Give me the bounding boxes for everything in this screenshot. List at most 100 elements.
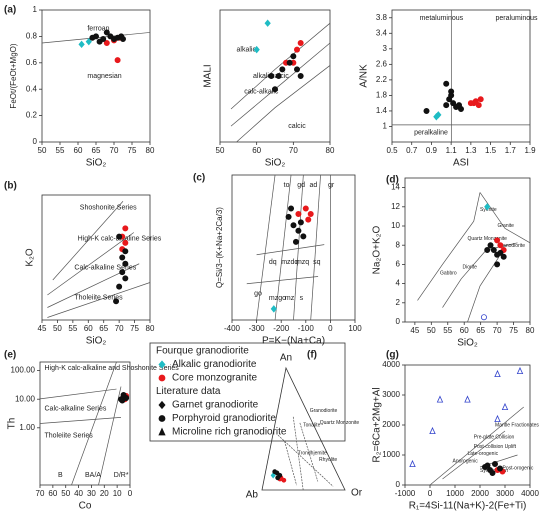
marker: [305, 216, 312, 223]
marker: [93, 33, 100, 40]
field-label: calc-alkalic: [244, 89, 279, 96]
panel-label: (c): [193, 173, 205, 184]
y-tick-label: 1: [383, 122, 388, 131]
field-boundary: [274, 174, 292, 321]
marker: [253, 45, 260, 54]
x-tick-label: 75: [128, 146, 137, 155]
panel-label: (d): [386, 175, 399, 186]
marker: [516, 366, 524, 375]
field-label: Pre-plate Collision: [474, 434, 515, 440]
legend-entry: Garnet granodiorite: [172, 400, 259, 411]
x-tick-label: 60: [74, 146, 83, 155]
marker: [423, 107, 430, 114]
y-tick-label: 2: [396, 298, 401, 307]
x-tick-label: 0.9: [426, 146, 438, 155]
x-tick-label: 1.1: [446, 146, 458, 155]
legend-box: [149, 342, 346, 442]
marker: [489, 469, 496, 476]
x-tick-label: 70: [110, 146, 119, 155]
field-boundary: [429, 406, 524, 486]
y-tick-label: 2.2: [376, 75, 388, 84]
y-tick-label: 8: [396, 240, 401, 249]
x-tick-label: 45: [38, 324, 47, 333]
marker: [302, 205, 309, 212]
marker: [484, 462, 491, 469]
marker: [279, 66, 286, 73]
marker: [443, 102, 450, 109]
field-boundary: [310, 174, 321, 321]
field-label: Tonalite: [303, 423, 320, 429]
x-tick-label: 50: [53, 324, 62, 333]
y-axis-label: MALI: [203, 64, 214, 87]
x-tick-label: 50: [38, 146, 47, 155]
x-axis-label: ASI: [453, 158, 469, 169]
vertex-label: An: [280, 353, 292, 364]
field-label: Shoshonite Series: [80, 204, 137, 211]
y-tick-label: 3000: [382, 390, 400, 399]
marker: [292, 238, 299, 245]
marker: [281, 477, 287, 483]
field-boundary: [39, 388, 117, 400]
legend-entry: Fourque granodiorite: [156, 346, 249, 357]
marker: [450, 100, 457, 107]
legend-marker: [158, 415, 166, 422]
field-label: Post-orogenic: [503, 466, 534, 472]
y-tick-label: 10.00: [15, 394, 36, 403]
field-boundary: [246, 276, 319, 285]
marker: [120, 36, 127, 43]
y-axis-label: Na₂O+K₂O: [372, 225, 383, 274]
plot-frame: [219, 9, 331, 143]
x-tick-label: 1.7: [505, 146, 517, 155]
y-tick-label: 14: [391, 183, 400, 192]
marker: [78, 40, 85, 49]
field-label: D/R*: [114, 472, 129, 479]
field-boundary: [52, 201, 124, 281]
panel-label: (b): [4, 181, 17, 192]
x-tick-label: 0: [128, 489, 133, 498]
field-label: peraluminous: [496, 15, 539, 22]
x-tick-label: 1.3: [465, 146, 477, 155]
y-tick-label: 2.6: [376, 59, 388, 68]
field-label: Granite: [498, 223, 515, 229]
x-tick-label: 65: [476, 326, 485, 335]
x-tick-label: -300: [249, 324, 266, 333]
x-axis-label: R₁=4Si-11(Na+K)-2(Fe+Ti): [409, 501, 527, 512]
field-boundary: [293, 174, 304, 321]
marker: [295, 227, 302, 234]
x-tick-label: 70: [36, 489, 45, 498]
plot-frame: [39, 361, 131, 486]
marker: [122, 275, 129, 282]
marker: [293, 46, 300, 53]
field-boundary: [98, 386, 122, 486]
field-label: go: [254, 291, 262, 298]
y-tick-label: 3.8: [376, 13, 388, 22]
marker: [496, 465, 503, 472]
x-axis-label: P=K−(Na+Ca): [262, 336, 325, 347]
field-boundary: [284, 441, 297, 486]
x-tick-label: 4000: [521, 489, 539, 498]
y-axis-label: Q=Si/3−(K+Na+2Ca/3): [215, 207, 224, 288]
marker: [85, 37, 92, 46]
y-tick-label: 6: [396, 260, 401, 269]
legend-entry: Literature data: [156, 386, 221, 397]
field-boundary: [256, 174, 276, 321]
x-tick-label: 80: [146, 146, 155, 155]
marker: [275, 73, 282, 80]
marker: [494, 261, 501, 268]
marker: [288, 205, 295, 212]
x-tick-label: 80: [146, 324, 155, 333]
marker: [307, 211, 314, 218]
x-tick-label: 70: [115, 324, 124, 333]
marker: [297, 219, 304, 226]
plot-frame: [391, 9, 531, 143]
marker: [409, 459, 416, 468]
field-boundary: [39, 417, 122, 424]
marker: [116, 283, 123, 290]
marker: [293, 66, 300, 73]
marker: [484, 246, 491, 253]
marker: [477, 96, 484, 103]
marker: [494, 414, 501, 423]
legend-marker: [158, 374, 166, 382]
marker: [297, 73, 304, 80]
x-axis-label: SiO₂: [86, 336, 107, 347]
